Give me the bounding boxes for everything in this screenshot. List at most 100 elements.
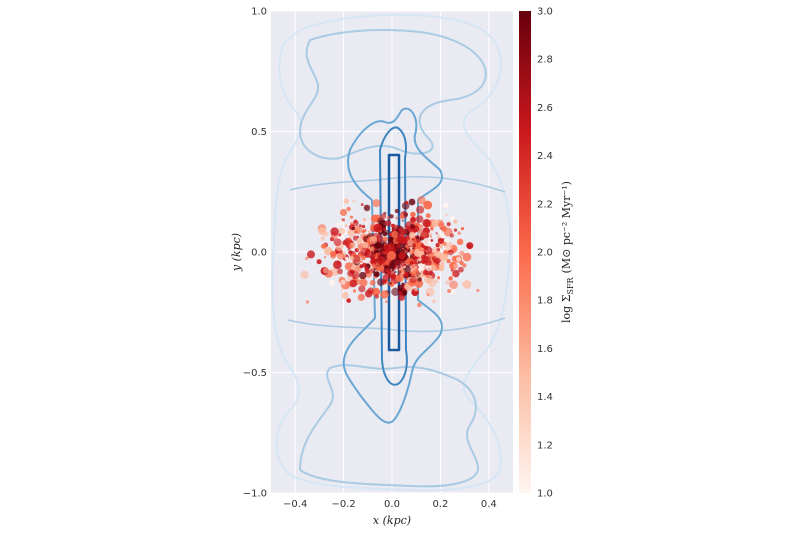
y-tick-label: −0.5 (243, 368, 267, 379)
sfr-cell (374, 248, 377, 251)
sfr-cell (333, 238, 342, 247)
sfr-cell (394, 224, 399, 229)
sfr-cell (460, 227, 465, 231)
sfr-cell (352, 254, 361, 263)
sfr-cell (352, 199, 356, 203)
sfr-cell (380, 290, 389, 299)
sfr-cell (401, 219, 404, 222)
sfr-cell (330, 267, 339, 276)
sfr-cell (417, 277, 422, 282)
y-axis-label: y (kpc) (230, 233, 243, 272)
sfr-cell (458, 266, 464, 273)
sfr-cell (388, 272, 391, 275)
sfr-cell (410, 211, 416, 218)
sfr-cell (462, 263, 467, 268)
x-tick-labels: −0.4 −0.2 0.0 0.2 0.4 (283, 499, 497, 510)
sfr-cell (449, 280, 458, 290)
sfr-cell (395, 244, 401, 249)
sfr-cell (394, 258, 402, 266)
sfr-cell (352, 289, 357, 293)
sfr-cell (372, 199, 381, 208)
sfr-cell (377, 256, 386, 265)
sfr-cell (444, 241, 454, 250)
sfr-cell (430, 251, 435, 256)
colorbar-tick-label: 2.6 (537, 103, 553, 114)
sfr-cell (345, 247, 348, 250)
sfr-cell (373, 271, 380, 278)
sfr-cell (440, 234, 445, 239)
sfr-cell (353, 266, 361, 274)
colorbar-label-units: (M⊙ pc⁻² Myr⁻¹) (560, 181, 573, 273)
colorbar-tick-label: 1.0 (537, 489, 553, 500)
sfr-cell (416, 205, 425, 214)
sfr-cell (339, 208, 348, 217)
sfr-cell (361, 256, 366, 261)
sfr-cell (305, 300, 310, 304)
sfr-cell (372, 263, 376, 267)
contour-level-3 (342, 107, 443, 424)
sfr-cell (426, 275, 429, 278)
sfr-cell (338, 233, 342, 237)
colorbar-tick-label: 1.8 (537, 296, 553, 307)
sfr-cell (382, 227, 386, 231)
heatmap-layer (300, 196, 480, 308)
sfr-cell (443, 202, 449, 209)
sfr-cell (391, 287, 400, 296)
sfr-cell (360, 203, 364, 207)
colorbar-tick-label: 1.6 (537, 344, 553, 355)
sfr-cell (440, 253, 449, 261)
sfr-cell (410, 216, 417, 223)
x-tick-label: 0.0 (384, 499, 400, 510)
sfr-cell (435, 232, 438, 235)
sfr-cell (398, 294, 405, 301)
sfr-cell (385, 220, 392, 227)
sfr-cell (398, 268, 406, 276)
sfr-cell (415, 215, 424, 223)
sfr-cell (421, 254, 427, 261)
sfr-cell (356, 235, 360, 238)
sfr-cell (369, 236, 378, 244)
contour-level-2-top (299, 29, 487, 160)
sfr-cell (466, 244, 471, 249)
sfr-cell (385, 300, 388, 303)
sfr-cell (394, 270, 397, 274)
sfr-cell (339, 220, 344, 226)
sfr-cell (462, 252, 472, 262)
colorbar-tick-label: 2.0 (537, 248, 553, 259)
sfr-cell (359, 278, 368, 287)
sfr-cell (346, 206, 351, 212)
sfr-cell (375, 242, 382, 250)
sfr-cell (337, 268, 343, 275)
sfr-cell (398, 227, 407, 236)
sfr-cell (453, 219, 458, 224)
sfr-cell (364, 268, 371, 274)
colorbar-tick-label: 3.0 (537, 7, 553, 18)
sfr-cell (369, 279, 376, 286)
sfr-cell (448, 276, 453, 281)
sfr-cell (346, 287, 349, 289)
sfr-cell (434, 250, 442, 258)
sfr-cell (370, 258, 377, 265)
sfr-cell (408, 231, 416, 239)
sfr-cell (362, 262, 367, 268)
y-tick-label: −1.0 (243, 489, 267, 500)
sfr-cell (351, 261, 355, 265)
sfr-cell (399, 214, 405, 220)
sfr-cell (373, 223, 383, 233)
sfr-cell (346, 298, 352, 303)
sfr-cell (353, 225, 363, 235)
sfr-cell (307, 250, 315, 259)
sfr-cell (401, 202, 410, 210)
x-tick-label: −0.2 (331, 499, 355, 510)
colorbar-label-main: log Σ (560, 294, 573, 323)
sfr-cell (330, 252, 337, 259)
sfr-cell (457, 231, 461, 235)
contour-level-2-disk (287, 176, 506, 333)
sfr-cell (367, 287, 374, 294)
sfr-cell (414, 265, 418, 270)
sfr-cell (422, 219, 431, 228)
sfr-cell (424, 260, 428, 264)
sfr-cell (375, 234, 384, 243)
sfr-cell (430, 239, 434, 242)
colorbar-label-subscript: SFR (566, 276, 575, 294)
